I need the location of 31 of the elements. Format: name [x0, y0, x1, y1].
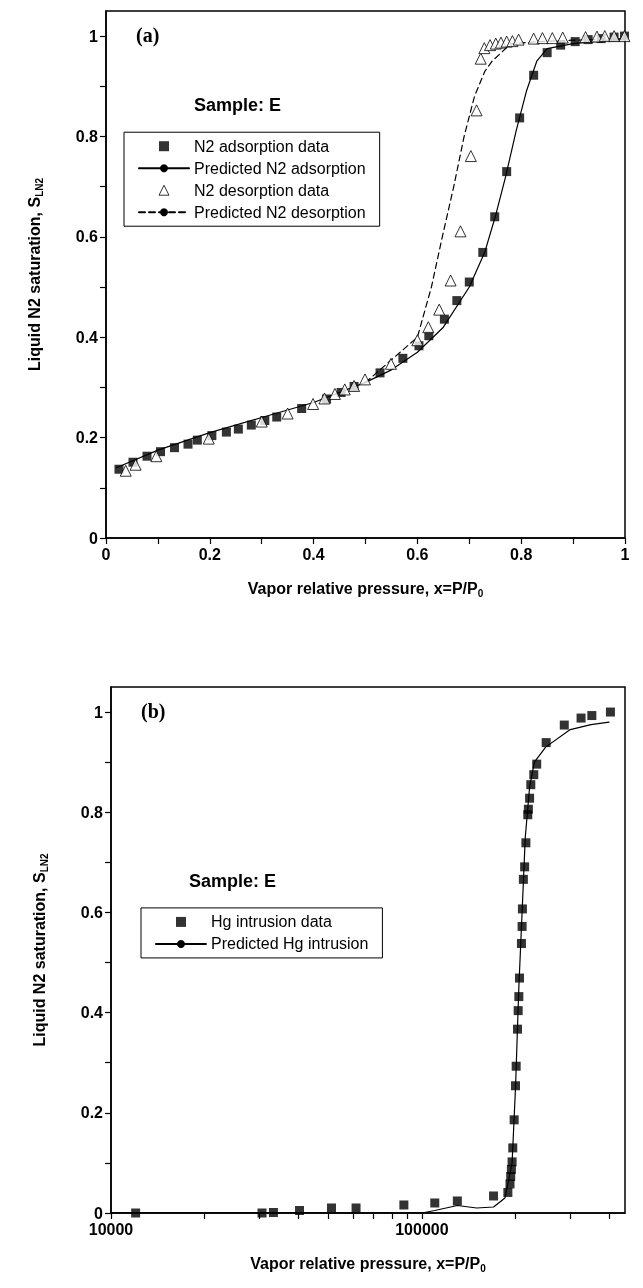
x-tick-label: 10000	[88, 1220, 134, 1238]
y-axis-title: Liquid N2 saturation, SLN2	[30, 853, 50, 1047]
annotation: (b)	[141, 700, 166, 723]
legend-label: Predicted N2 desorption	[194, 203, 366, 221]
x-tick-label: 0.2	[198, 545, 222, 563]
y-tick-label: 1	[94, 703, 104, 721]
y-tick-label: 0	[94, 1204, 104, 1222]
y-tick-label: 0.6	[75, 228, 99, 246]
legend-label: Predicted N2 adsorption	[194, 159, 366, 177]
legend-label: Hg intrusion data	[211, 913, 333, 931]
legend-label: N2 desorption data	[194, 181, 330, 199]
annotation: (a)	[136, 24, 160, 47]
y-tick-label: 0.2	[80, 1104, 104, 1122]
y-tick-label: 0.2	[75, 429, 99, 447]
y-tick-label: 0.6	[80, 903, 104, 921]
y-tick-label: 0.8	[80, 803, 104, 821]
legend-label: N2 adsorption data	[194, 137, 330, 155]
y-tick-label: 0.4	[75, 328, 99, 346]
y-axis-title: Liquid N2 saturation, SLN2	[25, 177, 45, 372]
y-tick-label: 0.4	[80, 1004, 104, 1022]
legend-label: Predicted Hg intrusion	[211, 935, 369, 953]
annotation: Sample: E	[194, 95, 282, 116]
annotation: Sample: E	[189, 870, 277, 891]
y-tick-label: 0.8	[75, 127, 99, 145]
y-tick-label: 1	[89, 27, 99, 45]
x-tick-label: 1	[620, 545, 630, 563]
x-tick-label: 0.8	[510, 545, 533, 563]
x-tick-label: 100000	[395, 1220, 449, 1238]
y-tick-label: 0	[89, 529, 99, 547]
x-tick-label: 0.4	[302, 545, 325, 563]
x-tick-label: 0.6	[406, 545, 429, 563]
